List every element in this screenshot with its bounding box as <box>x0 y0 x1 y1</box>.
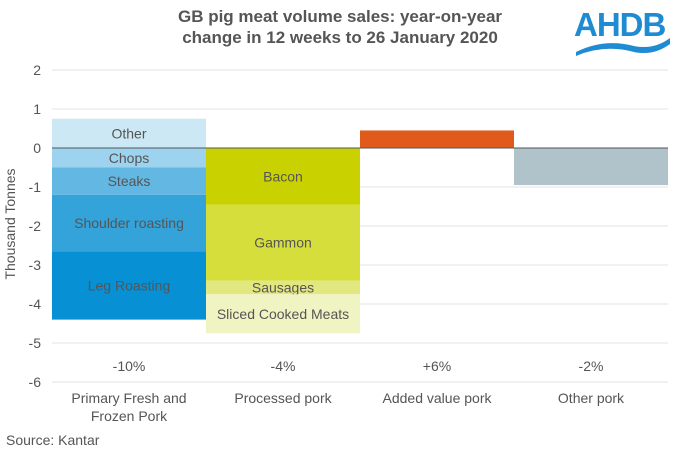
bar-segment <box>52 148 206 168</box>
segment-label: Sausages <box>252 279 314 295</box>
category-label: Primary Fresh and <box>71 390 186 406</box>
y-axis-label: Thousand Tonnes <box>2 168 18 279</box>
segment-label: Bacon <box>263 168 303 184</box>
bar-segment <box>206 280 360 295</box>
pct-change-label: -10% <box>113 358 146 374</box>
title-line-1: GB pig meat volume sales: year-on-year <box>177 7 503 26</box>
bar-segment <box>206 294 360 334</box>
y-tick-label: 0 <box>33 140 41 156</box>
ahdb-logo: AHDB <box>574 6 674 56</box>
pct-change-label: +6% <box>423 358 451 374</box>
segment-label: Gammon <box>254 235 312 251</box>
bar-segment <box>206 204 360 281</box>
segment-label: Chops <box>109 150 149 166</box>
title-line-2: change in 12 weeks to 26 January 2020 <box>182 28 498 47</box>
logo-text: AHDB <box>574 6 666 43</box>
bar-segment <box>206 148 360 205</box>
segment-label: Other <box>111 125 146 141</box>
y-tick-label: -4 <box>29 296 42 312</box>
category-label: Frozen Pork <box>91 408 168 424</box>
source-note: Source: Kantar <box>6 432 100 448</box>
category-label: Other pork <box>558 390 625 406</box>
y-tick-label: -5 <box>29 335 42 351</box>
category-label: Added value pork <box>383 390 493 406</box>
bar-segment <box>52 194 206 252</box>
y-tick-label: -2 <box>29 218 42 234</box>
logo-wave-icon <box>576 38 670 56</box>
bar-segment <box>514 148 668 186</box>
chart-title: GB pig meat volume sales: year-on-year c… <box>130 6 550 48</box>
pct-change-label: -4% <box>271 358 296 374</box>
y-tick-label: -6 <box>29 374 42 390</box>
segment-label: Shoulder roasting <box>74 215 184 231</box>
segment-label: Leg Roasting <box>88 277 171 293</box>
y-tick-label: -1 <box>29 179 42 195</box>
bar-segment <box>52 167 206 195</box>
pct-change-label: -2% <box>579 358 604 374</box>
bar-segment <box>360 130 514 148</box>
bar-segment <box>52 118 206 148</box>
category-label: Processed pork <box>234 390 332 406</box>
y-tick-label: 2 <box>33 62 41 78</box>
y-tick-label: -3 <box>29 257 42 273</box>
bar-segment <box>52 251 206 320</box>
segment-label: Sliced Cooked Meats <box>217 306 349 322</box>
y-tick-label: 1 <box>33 101 41 117</box>
segment-label: Steaks <box>108 173 151 189</box>
